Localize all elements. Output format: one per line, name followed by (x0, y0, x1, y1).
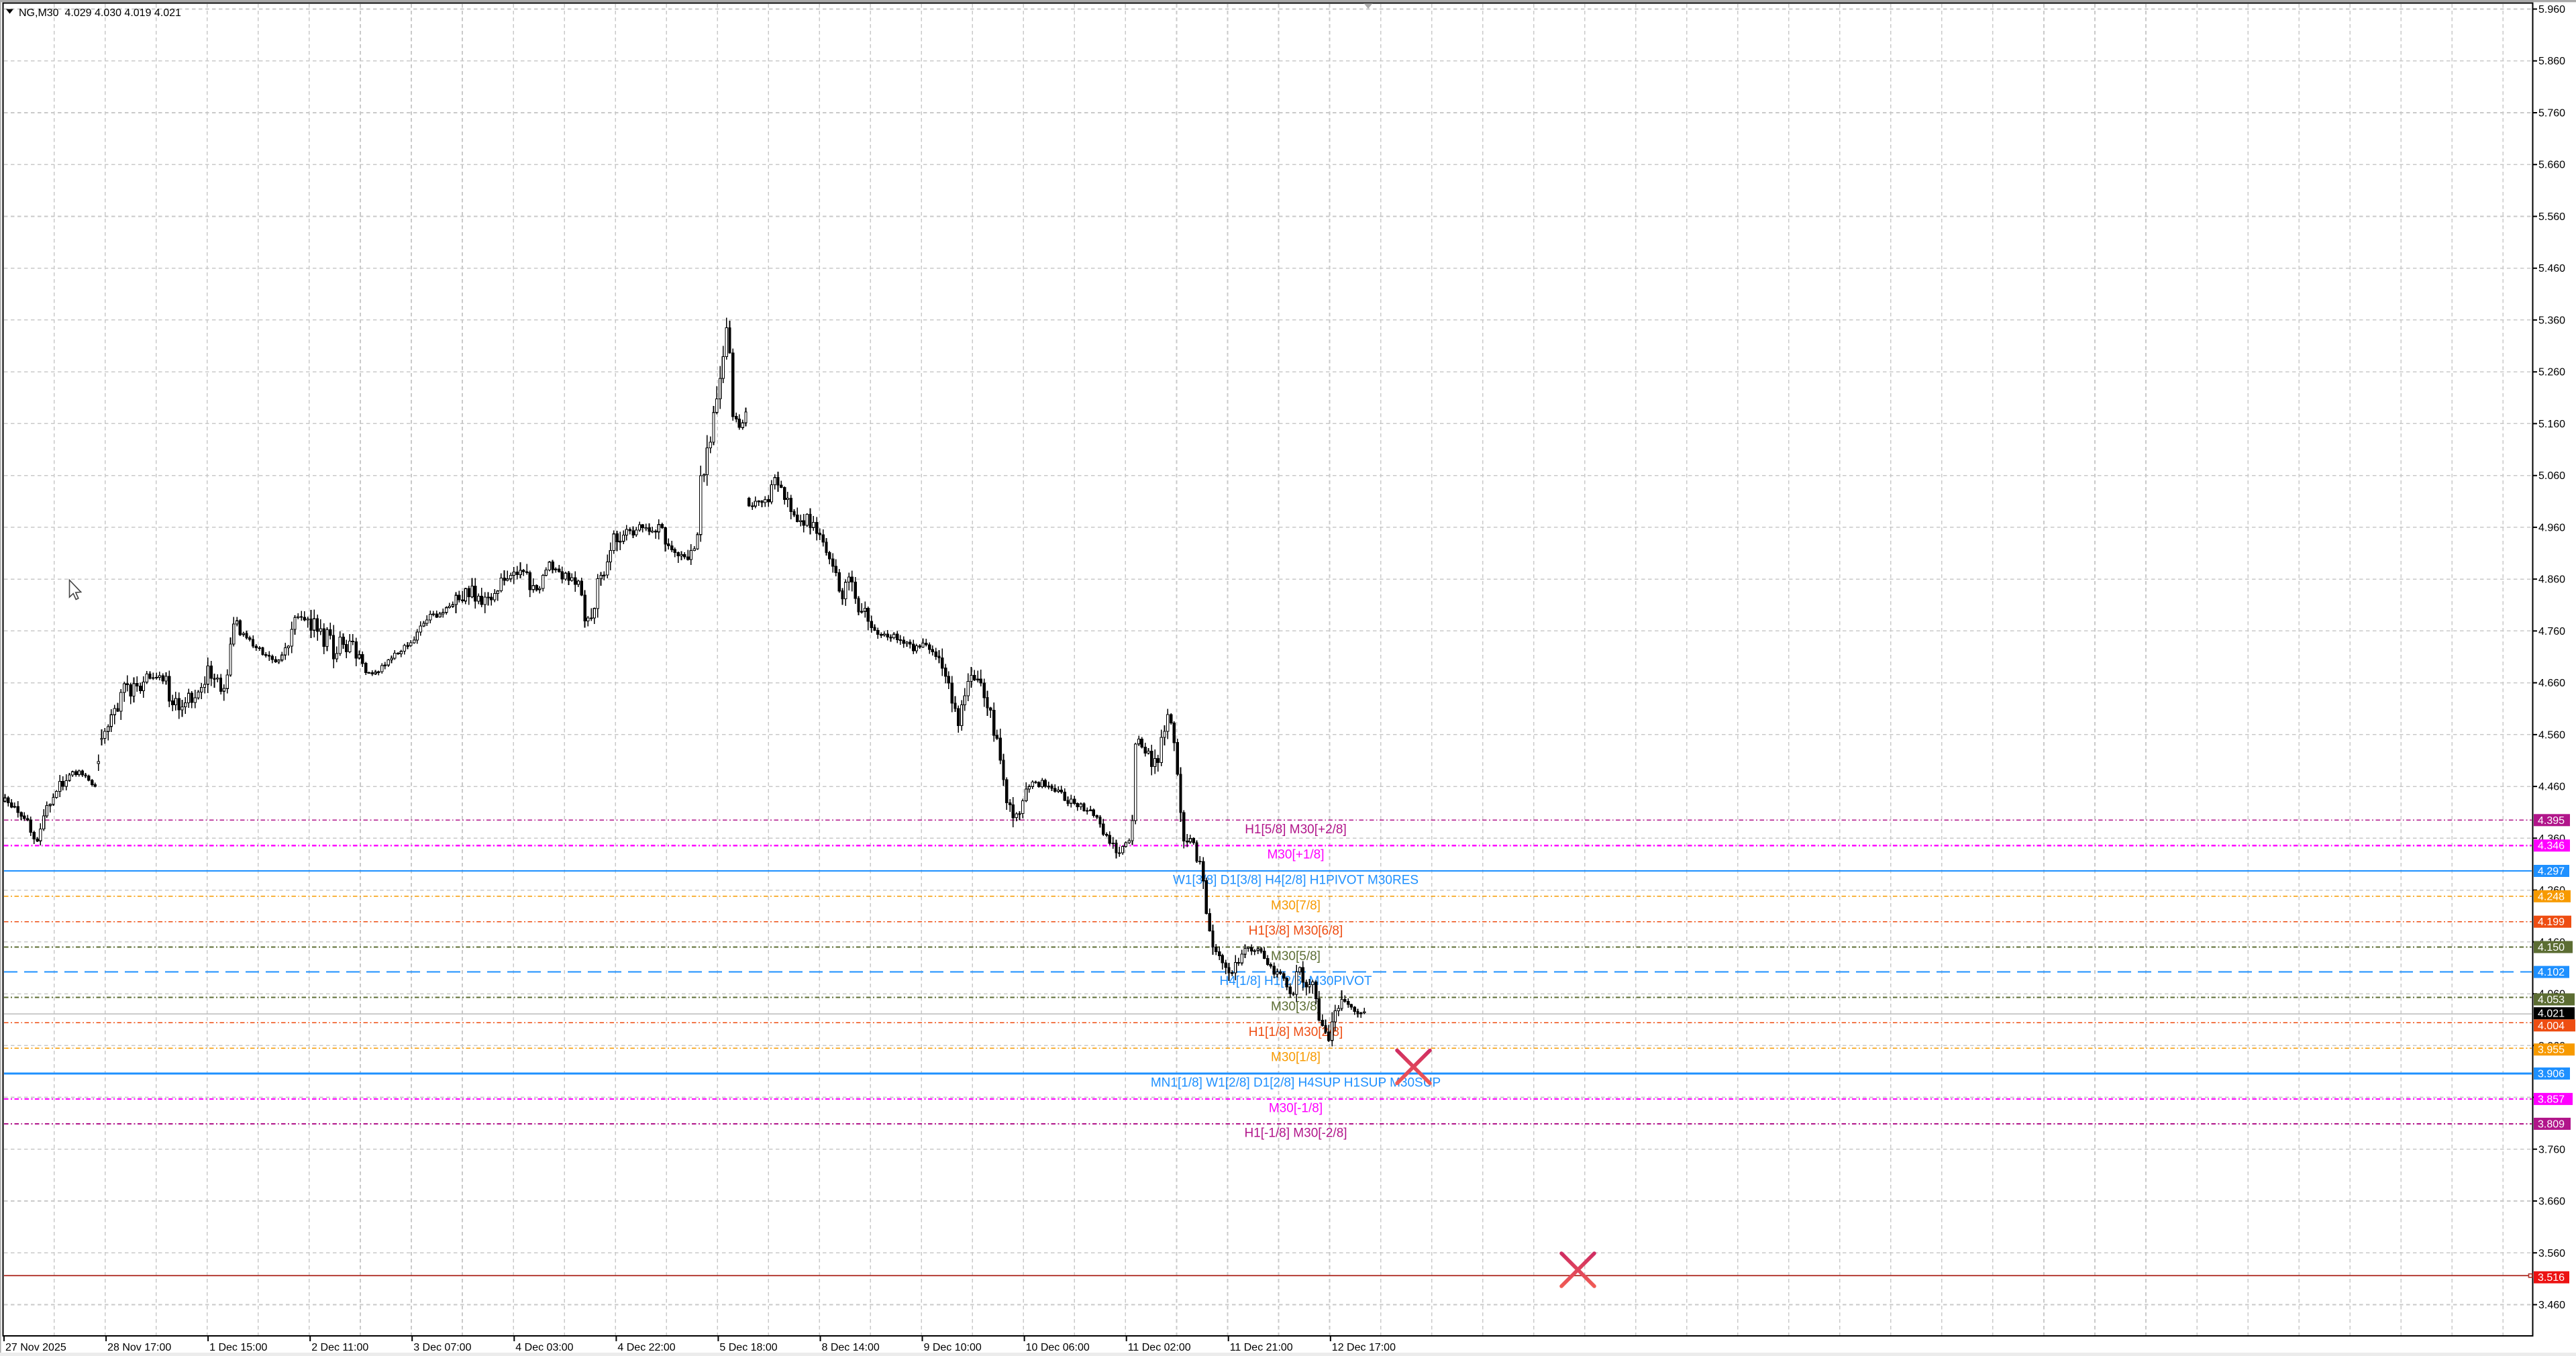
svg-text:2 Dec 11:00: 2 Dec 11:00 (311, 1342, 368, 1353)
svg-text:H1[3/8] M30[6/8]: H1[3/8] M30[6/8] (1249, 924, 1343, 938)
svg-text:3.560: 3.560 (2538, 1248, 2565, 1259)
svg-text:5.560: 5.560 (2538, 211, 2565, 223)
svg-text:4.021: 4.021 (2538, 1008, 2565, 1020)
svg-text:11 Dec 02:00: 11 Dec 02:00 (1128, 1342, 1191, 1353)
svg-text:4.760: 4.760 (2538, 626, 2565, 637)
svg-text:NG,M30 4.029 4.030 4.019 4.02: NG,M30 4.029 4.030 4.019 4.021 (19, 7, 181, 19)
svg-text:4.297: 4.297 (2538, 866, 2565, 878)
svg-text:4.395: 4.395 (2538, 815, 2565, 827)
svg-text:4.053: 4.053 (2538, 994, 2565, 1006)
svg-text:M30[3/8]: M30[3/8] (1271, 1000, 1321, 1014)
svg-text:11 Dec 21:00: 11 Dec 21:00 (1230, 1342, 1293, 1353)
svg-text:M30[5/8]: M30[5/8] (1271, 949, 1321, 963)
svg-text:M30[+1/8]: M30[+1/8] (1267, 848, 1324, 862)
svg-text:5.060: 5.060 (2538, 470, 2565, 482)
svg-text:3 Dec 07:00: 3 Dec 07:00 (413, 1342, 471, 1353)
svg-text:4 Dec 03:00: 4 Dec 03:00 (515, 1342, 573, 1353)
svg-text:5 Dec 18:00: 5 Dec 18:00 (719, 1342, 777, 1353)
svg-text:4.560: 4.560 (2538, 729, 2565, 741)
svg-text:4.660: 4.660 (2538, 678, 2565, 689)
svg-text:M30[7/8]: M30[7/8] (1271, 898, 1321, 912)
svg-text:5.760: 5.760 (2538, 108, 2565, 119)
svg-text:3.760: 3.760 (2538, 1144, 2565, 1155)
svg-text:4.102: 4.102 (2538, 967, 2565, 978)
svg-text:4.150: 4.150 (2538, 942, 2565, 953)
svg-text:5.360: 5.360 (2538, 315, 2565, 326)
svg-text:4.460: 4.460 (2538, 782, 2565, 793)
svg-text:10 Dec 06:00: 10 Dec 06:00 (1026, 1342, 1090, 1353)
svg-text:3.955: 3.955 (2538, 1045, 2565, 1056)
svg-text:5.160: 5.160 (2538, 419, 2565, 430)
svg-text:4.199: 4.199 (2538, 917, 2565, 928)
svg-text:4.248: 4.248 (2538, 891, 2565, 902)
svg-text:3.906: 3.906 (2538, 1069, 2565, 1080)
svg-text:28 Nov 17:00: 28 Nov 17:00 (107, 1342, 171, 1353)
svg-text:3.516: 3.516 (2538, 1272, 2565, 1284)
svg-text:4.960: 4.960 (2538, 522, 2565, 533)
svg-text:12 Dec 17:00: 12 Dec 17:00 (1332, 1342, 1396, 1353)
svg-text:H1[-1/8] M30[-2/8]: H1[-1/8] M30[-2/8] (1244, 1126, 1347, 1140)
svg-text:5.460: 5.460 (2538, 263, 2565, 274)
svg-text:5.660: 5.660 (2538, 160, 2565, 171)
svg-text:9 Dec 10:00: 9 Dec 10:00 (924, 1342, 982, 1353)
svg-text:5.860: 5.860 (2538, 56, 2565, 67)
svg-text:5.260: 5.260 (2538, 367, 2565, 378)
svg-text:3.857: 3.857 (2538, 1094, 2565, 1105)
svg-text:1 Dec 15:00: 1 Dec 15:00 (209, 1342, 267, 1353)
svg-text:8 Dec 14:00: 8 Dec 14:00 (822, 1342, 880, 1353)
svg-text:3.660: 3.660 (2538, 1196, 2565, 1208)
svg-text:H1[5/8] M30[+2/8]: H1[5/8] M30[+2/8] (1245, 823, 1347, 837)
svg-text:M30[1/8]: M30[1/8] (1271, 1051, 1321, 1065)
svg-text:4 Dec 22:00: 4 Dec 22:00 (617, 1342, 675, 1353)
svg-text:4.860: 4.860 (2538, 574, 2565, 586)
svg-text:27 Nov 2025: 27 Nov 2025 (5, 1342, 66, 1353)
svg-text:H1[1/8] M30[2/8]: H1[1/8] M30[2/8] (1249, 1025, 1343, 1039)
svg-text:3.809: 3.809 (2538, 1118, 2565, 1130)
svg-text:5.960: 5.960 (2538, 4, 2565, 15)
svg-text:M30[-1/8]: M30[-1/8] (1269, 1101, 1323, 1115)
svg-text:4.004: 4.004 (2538, 1021, 2565, 1032)
svg-text:MN1[1/8] W1[2/8] D1[2/8] H4SUP: MN1[1/8] W1[2/8] D1[2/8] H4SUP H1SUP M30… (1151, 1076, 1441, 1090)
svg-text:3.460: 3.460 (2538, 1300, 2565, 1311)
svg-text:4.346: 4.346 (2538, 841, 2565, 852)
svg-text:W1[3/8] D1[3/8] H4[2/8] H1PIVO: W1[3/8] D1[3/8] H4[2/8] H1PIVOT M30RES (1173, 874, 1419, 888)
